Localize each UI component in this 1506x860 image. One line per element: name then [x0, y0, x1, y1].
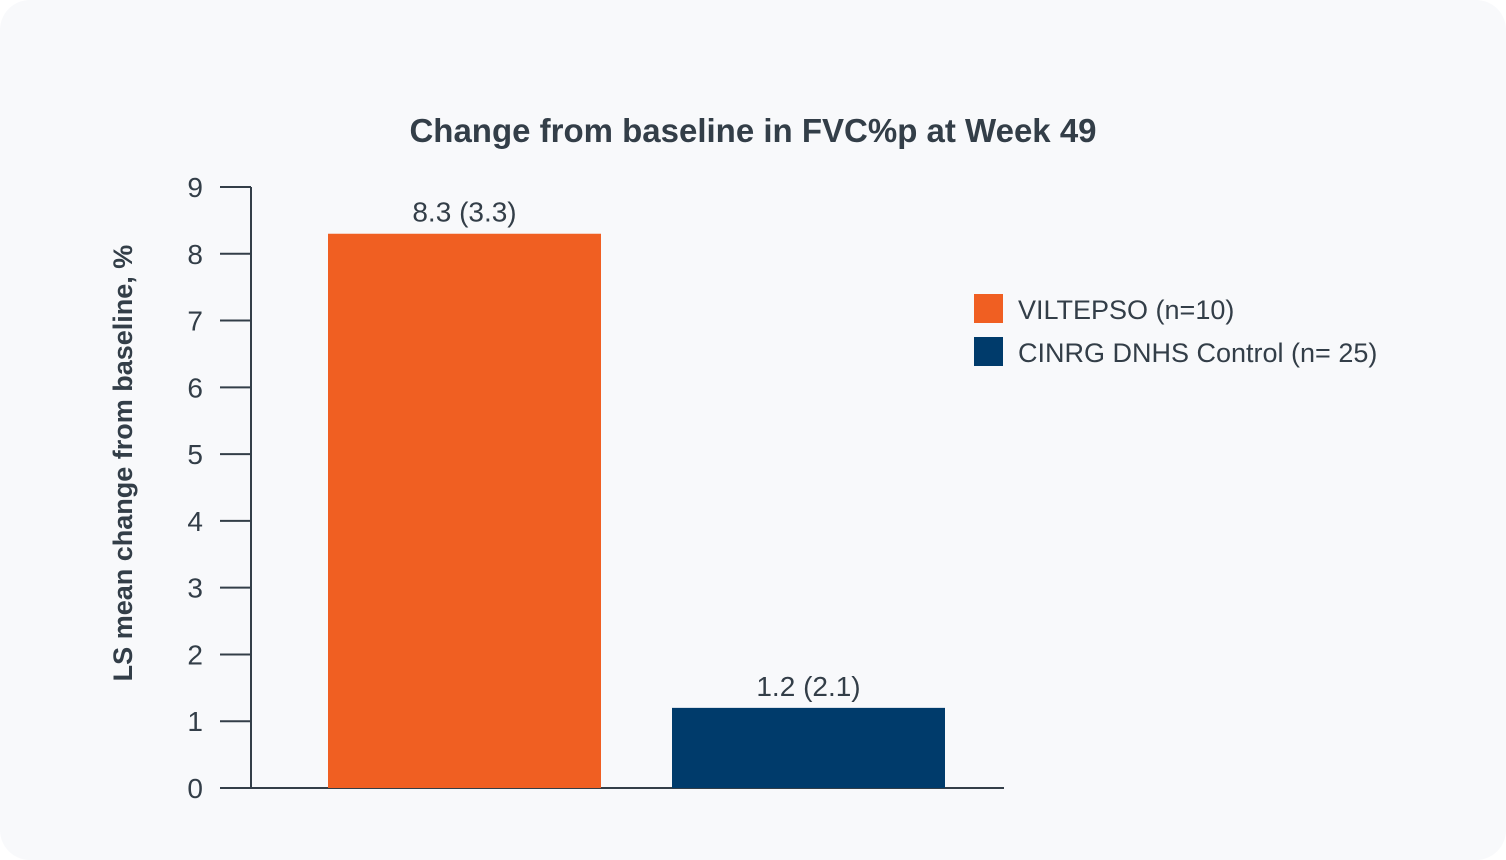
y-tick-label: 9: [187, 172, 203, 203]
legend-label: VILTEPSO (n=10): [1018, 295, 1234, 325]
y-tick-label: 5: [187, 439, 203, 470]
bar-data-label: 8.3 (3.3): [412, 197, 516, 228]
y-tick-label: 3: [187, 573, 203, 604]
y-tick-label: 2: [187, 639, 203, 670]
y-tick-label: 8: [187, 239, 203, 270]
y-tick-label: 4: [187, 506, 203, 537]
y-tick-label: 6: [187, 372, 203, 403]
y-tick-label: 1: [187, 706, 203, 737]
y-tick-label: 7: [187, 306, 203, 337]
bar: [672, 707, 945, 788]
y-tick-label: 0: [187, 773, 203, 804]
chart-title: Change from baseline in FVC%p at Week 49: [409, 112, 1096, 149]
legend-swatch: [974, 294, 1003, 323]
legend-swatch: [974, 337, 1003, 366]
y-axis-label: LS mean change from baseline, %: [108, 245, 138, 682]
legend-label: CINRG DNHS Control (n= 25): [1018, 338, 1377, 368]
bar-data-label: 1.2 (2.1): [756, 671, 860, 702]
bar: [328, 233, 601, 788]
